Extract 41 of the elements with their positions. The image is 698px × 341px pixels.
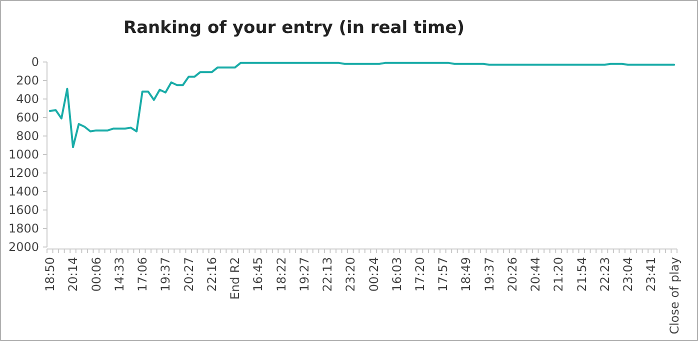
x-tick-label: 21:20 bbox=[552, 257, 566, 292]
y-tick-label: 2000 bbox=[8, 240, 39, 254]
x-tick-label: 23:04 bbox=[621, 257, 636, 292]
x-tick-label: 22:13 bbox=[320, 257, 335, 292]
x-tick-label: 22:23 bbox=[598, 257, 612, 292]
line-series bbox=[48, 62, 676, 148]
x-tick-label: 14:33 bbox=[112, 257, 126, 292]
x-tick-label: 19:27 bbox=[297, 257, 312, 292]
x-tick-label: 19:37 bbox=[482, 257, 496, 292]
x-tick-label: 18:22 bbox=[274, 257, 288, 292]
x-tick-label: 22:16 bbox=[204, 257, 219, 292]
x-tick-label: Close of play bbox=[667, 257, 682, 334]
x-tick-label: 20:26 bbox=[505, 257, 520, 292]
y-tick-label: 1400 bbox=[8, 184, 39, 199]
x-tick-label: 23:20 bbox=[344, 257, 358, 292]
x-tick-label: 16:03 bbox=[390, 257, 404, 292]
x-tick-label: 00:24 bbox=[366, 257, 381, 292]
x-tick-label: 17:06 bbox=[136, 257, 150, 292]
y-tick-label: 800 bbox=[16, 129, 39, 144]
x-tick-label: 20:27 bbox=[182, 257, 196, 292]
x-tick-label: 17:20 bbox=[413, 257, 427, 292]
y-tick-label: 1800 bbox=[8, 222, 39, 236]
chart-title: Ranking of your entry (in real time) bbox=[123, 18, 465, 38]
y-tick-label: 600 bbox=[16, 110, 39, 125]
x-tick-label: 18:50 bbox=[43, 257, 58, 292]
y-tick-label: 0 bbox=[31, 55, 39, 70]
x-tick-label: 18:49 bbox=[459, 257, 474, 292]
x-tick-label: 00:06 bbox=[89, 257, 104, 292]
y-tick-label: 400 bbox=[16, 92, 39, 106]
x-tick-label: 20:14 bbox=[66, 257, 80, 292]
y-tick-label: 1200 bbox=[8, 166, 39, 180]
x-tick-label: 17:57 bbox=[436, 257, 450, 292]
x-tick-label: End R2 bbox=[228, 257, 242, 300]
x-tick-label: 19:37 bbox=[158, 257, 173, 292]
x-tick-label: 23:41 bbox=[644, 257, 658, 292]
y-tick-label: 200 bbox=[16, 74, 39, 88]
y-tick-label: 1000 bbox=[8, 148, 39, 162]
x-tick-label: 16:45 bbox=[251, 257, 266, 292]
x-tick-label: 20:44 bbox=[528, 257, 543, 292]
x-tick-label: 21:54 bbox=[574, 257, 589, 292]
y-tick-label: 1600 bbox=[8, 203, 39, 218]
